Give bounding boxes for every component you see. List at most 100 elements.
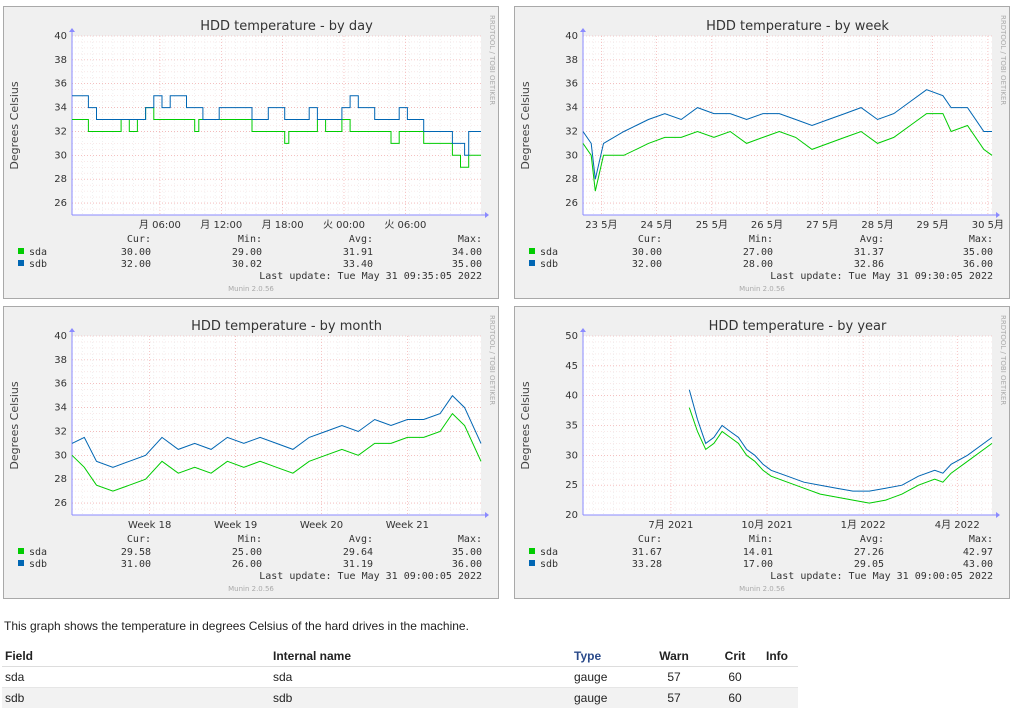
y-axis-arrow <box>580 28 586 32</box>
legend-value: 35.00 <box>452 547 482 558</box>
x-tick-label: 月 12:00 <box>200 219 242 231</box>
graph-panel-month: 26 28 30 32 34 36 38 40 Week 18 Week 19 Week 20 Wee… <box>3 306 499 599</box>
y-tick-label: 36 <box>565 79 578 90</box>
legend-value: 36.00 <box>963 259 993 270</box>
x-tick-label: 25 5月 <box>696 219 728 231</box>
legend-value: 32.86 <box>854 259 884 270</box>
x-tick-label: 30 5月 <box>972 219 1004 231</box>
series-line-sdb <box>582 89 992 180</box>
y-axis-arrow <box>69 28 75 32</box>
y-tick-label: 28 <box>54 174 67 185</box>
legend-header: Min: <box>749 534 773 545</box>
graph-title: HDD temperature - by day <box>200 19 373 34</box>
graph-title: HDD temperature - by month <box>191 319 382 334</box>
y-tick-label: 38 <box>565 55 578 66</box>
graph-week: 26 28 30 32 34 36 38 40 23 5月 24 5月 25 5月 26 5月 27 5… <box>519 15 1007 293</box>
legend-value: 30.00 <box>121 247 151 258</box>
y-tick-label: 34 <box>54 103 67 114</box>
x-tick-label: Week 18 <box>128 520 171 531</box>
legend-value: 26.00 <box>232 559 262 570</box>
y-tick-label: 34 <box>565 103 578 114</box>
series-line-sdb <box>688 389 993 492</box>
x-tick-label: 4月 2022 <box>935 519 980 531</box>
x-tick-label: 23 5月 <box>585 219 617 231</box>
x-tick-label: Week 19 <box>214 520 257 531</box>
legend-header: Max: <box>458 534 482 545</box>
legend-swatch-sda <box>18 548 24 554</box>
y-tick-label: 38 <box>54 355 67 366</box>
legend-value: 30.00 <box>632 247 662 258</box>
y-tick-label: 20 <box>565 510 578 521</box>
cell-info <box>763 666 798 688</box>
y-axis-label: Degrees Celsius <box>8 381 21 470</box>
x-tick-label: 1月 2022 <box>841 519 886 531</box>
x-tick-label: 火 06:00 <box>384 219 426 231</box>
legend-header: Cur: <box>127 534 151 545</box>
legend-value: 29.58 <box>121 547 151 558</box>
legend-swatch-sda <box>529 248 535 254</box>
graph-day: 26 28 30 32 34 36 38 40 月 06:00 月 12:00 月 18:00 火 0… <box>8 15 496 293</box>
y-axis-label: Degrees Celsius <box>519 81 532 170</box>
header-warn: Warn <box>641 646 707 667</box>
y-tick-label: 25 <box>565 480 578 491</box>
cell-warn: 57 <box>641 666 707 688</box>
table-header-row: Field Internal name Type Warn Crit Info <box>2 646 798 667</box>
fields-table: Field Internal name Type Warn Crit Info … <box>2 646 798 708</box>
legend-swatch-sdb <box>18 560 24 566</box>
legend-value: 17.00 <box>743 559 773 570</box>
legend-value: 34.00 <box>452 247 482 258</box>
legend-header: Cur: <box>638 234 662 245</box>
legend-value: 31.67 <box>632 547 662 558</box>
header-info: Info <box>763 646 798 667</box>
y-tick-label: 30 <box>54 150 67 161</box>
legend-swatch-sdb <box>18 260 24 266</box>
legend-header: Cur: <box>638 534 662 545</box>
header-type-link[interactable]: Type <box>571 646 641 667</box>
legend-header: Avg: <box>349 234 373 245</box>
legend-value: 31.19 <box>343 559 373 570</box>
legend-value: 35.00 <box>963 247 993 258</box>
graph-panel-week: 26 28 30 32 34 36 38 40 23 5月 24 5月 25 5月 26 5月 27 5… <box>514 6 1010 299</box>
y-tick-label: 38 <box>54 55 67 66</box>
cell-internal-name: sda <box>270 666 571 688</box>
rrdtool-credit: RRDTOOL / TOBI OETIKER <box>488 315 496 405</box>
legend-series-name: sdb <box>29 559 47 570</box>
legend-value: 27.26 <box>854 547 884 558</box>
last-update: Last update: Tue May 31 09:00:05 2022 <box>770 571 993 582</box>
legend-swatch-sdb <box>529 560 535 566</box>
x-tick-label: 月 06:00 <box>139 219 181 231</box>
cell-info <box>763 687 798 708</box>
cell-warn: 57 <box>641 687 707 708</box>
y-tick-label: 32 <box>54 426 67 437</box>
y-tick-label: 26 <box>565 198 578 209</box>
rrdtool-credit: RRDTOOL / TOBI OETIKER <box>999 15 1007 105</box>
series-line-sdb <box>71 394 482 468</box>
cell-crit: 60 <box>707 687 763 708</box>
y-tick-label: 35 <box>565 421 578 432</box>
x-axis-arrow <box>996 512 1000 518</box>
table-row: sda sda gauge 57 60 <box>2 666 798 688</box>
legend-value: 31.37 <box>854 247 884 258</box>
legend-series-name: sdb <box>29 259 47 270</box>
legend-value: 33.40 <box>343 259 373 270</box>
header-internal-name: Internal name <box>270 646 571 667</box>
rrdtool-credit: RRDTOOL / TOBI OETIKER <box>999 315 1007 405</box>
graph-panel-year: 20 25 30 35 40 45 50 7月 2021 10月 2021 1月 2022 4月 2… <box>514 306 1010 599</box>
legend-swatch-sda <box>18 248 24 254</box>
legend-series-name: sda <box>29 247 47 258</box>
x-tick-label: 28 5月 <box>861 219 893 231</box>
legend-value: 36.00 <box>452 559 482 570</box>
y-axis-arrow <box>580 328 586 332</box>
munin-version: Munin 2.0.56 <box>228 285 274 293</box>
legend-header: Max: <box>969 234 993 245</box>
legend-value: 28.00 <box>743 259 773 270</box>
cell-internal-name: sdb <box>270 687 571 708</box>
last-update: Last update: Tue May 31 09:00:05 2022 <box>259 571 482 582</box>
munin-version: Munin 2.0.56 <box>739 285 785 293</box>
series-line-sdb <box>72 95 481 156</box>
y-tick-label: 40 <box>565 31 578 42</box>
x-tick-label: Week 21 <box>386 520 429 531</box>
munin-version: Munin 2.0.56 <box>739 585 785 593</box>
graph-title: HDD temperature - by year <box>709 319 887 334</box>
x-tick-label: 7月 2021 <box>648 519 693 531</box>
